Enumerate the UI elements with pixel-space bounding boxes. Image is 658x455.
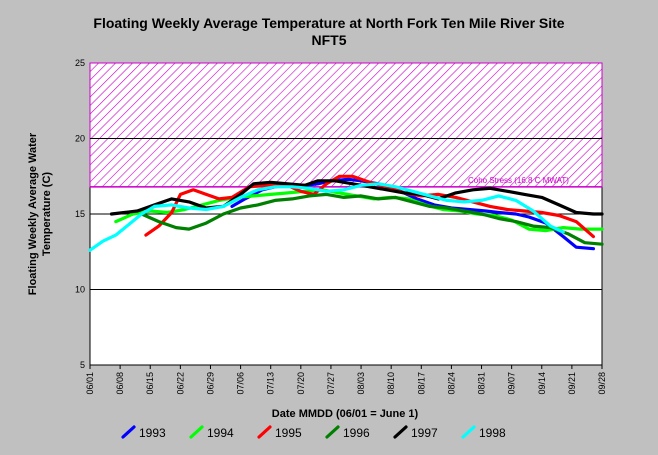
legend-swatch-1994 bbox=[189, 425, 204, 439]
series-line-1997 bbox=[109, 179, 604, 216]
legend-swatch-1997 bbox=[393, 425, 408, 439]
stress-band bbox=[90, 63, 602, 187]
y-tick-label: 20 bbox=[75, 134, 85, 144]
chart-subtitle: NFT5 bbox=[312, 32, 347, 48]
x-tick-label: 08/24 bbox=[446, 372, 456, 395]
series-line-1998 bbox=[88, 182, 565, 252]
legend-label-1998: 1998 bbox=[479, 426, 506, 440]
legend-swatch-1996 bbox=[325, 425, 340, 439]
y-tick-label: 10 bbox=[75, 285, 85, 295]
legend-swatch-1993 bbox=[121, 425, 136, 439]
x-tick-label: 08/31 bbox=[477, 372, 487, 395]
x-tick-label: 06/29 bbox=[205, 372, 215, 395]
y-tick-label: 5 bbox=[80, 360, 85, 370]
x-tick-label: 09/14 bbox=[537, 372, 547, 395]
x-tick-label: 06/08 bbox=[115, 372, 125, 395]
y-tick-label: 25 bbox=[75, 58, 85, 68]
x-tick-label: 08/10 bbox=[386, 372, 396, 395]
x-tick-label: 07/27 bbox=[326, 372, 336, 395]
legend-label-1995: 1995 bbox=[275, 426, 302, 440]
legend-label-1997: 1997 bbox=[411, 426, 438, 440]
x-tick-label: 09/21 bbox=[567, 372, 577, 395]
y-axis-label-line1: Floating Weekly Average Water bbox=[27, 132, 39, 295]
threshold-label: Coho Stress (16.8 C MWAT) bbox=[468, 176, 569, 185]
legend-swatch-1995 bbox=[257, 425, 272, 439]
x-tick-label: 08/03 bbox=[356, 372, 366, 395]
x-tick-label: 08/17 bbox=[416, 372, 426, 395]
series-line-1996 bbox=[140, 192, 604, 246]
x-tick-label: 06/15 bbox=[145, 372, 155, 395]
x-tick-label: 06/22 bbox=[175, 372, 185, 395]
x-tick-label: 07/13 bbox=[266, 372, 276, 395]
legend: 1993 1994 1995 1996 1997 1998 bbox=[121, 425, 506, 440]
legend-label-1993: 1993 bbox=[139, 426, 166, 440]
chart-title: Floating Weekly Average Temperature at N… bbox=[93, 15, 564, 31]
series-line-1995 bbox=[144, 174, 596, 239]
y-tick-label: 15 bbox=[75, 209, 85, 219]
x-tick-label: 07/06 bbox=[236, 372, 246, 395]
y-axis-label-line2: Temperature (C) bbox=[41, 172, 53, 256]
legend-label-1996: 1996 bbox=[343, 426, 370, 440]
x-tick-label: 09/28 bbox=[597, 372, 607, 395]
x-tick-label: 06/01 bbox=[85, 372, 95, 395]
stress-band-border bbox=[89, 62, 603, 188]
x-tick-label: 09/07 bbox=[507, 372, 517, 395]
legend-label-1994: 1994 bbox=[207, 426, 234, 440]
x-tick-label: 07/20 bbox=[296, 372, 306, 395]
legend-swatch-1998 bbox=[461, 425, 476, 439]
x-axis-label: Date MMDD (06/01 = June 1) bbox=[272, 408, 419, 420]
